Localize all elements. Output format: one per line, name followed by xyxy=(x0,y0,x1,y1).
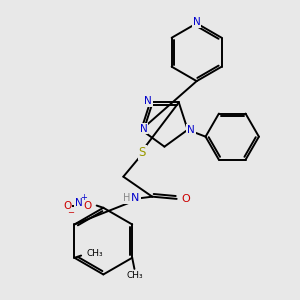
Text: −: − xyxy=(68,208,75,217)
Text: CH₃: CH₃ xyxy=(86,249,103,258)
Text: O: O xyxy=(84,201,92,211)
Text: +: + xyxy=(80,193,87,202)
Text: N: N xyxy=(131,193,140,203)
Text: O: O xyxy=(64,201,72,211)
Text: N: N xyxy=(144,96,152,106)
Text: S: S xyxy=(139,146,146,159)
Text: O: O xyxy=(181,194,190,204)
Text: N: N xyxy=(75,198,83,208)
Text: N: N xyxy=(140,124,147,134)
Text: CH₃: CH₃ xyxy=(126,271,143,280)
Text: N: N xyxy=(193,17,200,27)
Text: H: H xyxy=(123,193,130,203)
Text: N: N xyxy=(187,125,195,135)
